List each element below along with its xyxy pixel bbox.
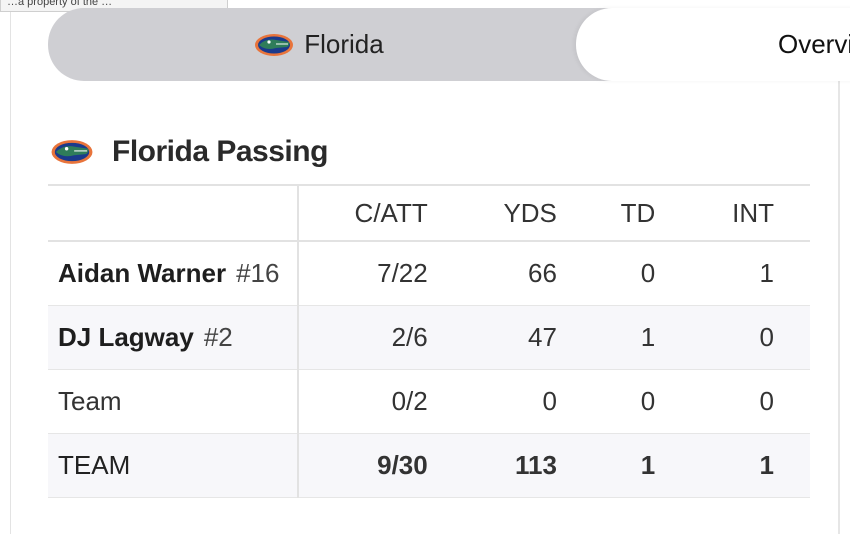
header-catt[interactable]: C/ATT	[354, 197, 428, 228]
cell-td: 0	[640, 385, 656, 416]
cell-td: 0	[640, 257, 656, 288]
cell-int: 1	[759, 257, 774, 288]
total-label: TEAM	[48, 433, 299, 497]
gator-logo-icon	[51, 140, 93, 164]
cell-int: 0	[759, 321, 774, 352]
gator-logo-icon	[255, 33, 294, 56]
table-total-row: TEAM 9/30 113 1 1	[48, 433, 810, 497]
player-number: #16	[236, 257, 280, 288]
table-row: Aidan Warner #16 7/22 66 0 1	[48, 241, 810, 305]
cell-yds: 47	[527, 321, 557, 352]
cell-catt: 0/2	[391, 385, 428, 416]
table-row: DJ Lagway #2 2/6 47 1 0	[48, 305, 810, 369]
player-number: #2	[203, 321, 233, 352]
cell-catt: 2/6	[391, 321, 428, 352]
player-cell: Aidan Warner #16	[48, 241, 299, 305]
tab-florida-label: Florida	[304, 29, 384, 59]
player-cell: Team	[48, 369, 299, 433]
tab-overview[interactable]: Overview	[576, 8, 850, 81]
total-td: 1	[640, 449, 656, 480]
cell-td: 1	[640, 321, 656, 352]
right-divider	[838, 80, 840, 534]
player-name-link[interactable]: DJ Lagway	[58, 321, 194, 352]
total-yds: 113	[514, 449, 557, 480]
tab-overview-label: Overview	[778, 29, 850, 59]
cell-int: 0	[759, 385, 774, 416]
cell-yds: 0	[542, 385, 557, 416]
section-header: Florida Passing	[50, 134, 328, 170]
header-yds[interactable]: YDS	[503, 197, 557, 228]
header-name-col	[48, 185, 299, 241]
cell-catt: 7/22	[377, 257, 428, 288]
cell-yds: 66	[527, 257, 557, 288]
tab-florida[interactable]: Florida	[48, 8, 648, 81]
table-row: Team 0/2 0 0 0	[48, 369, 810, 433]
left-divider	[10, 12, 11, 534]
team-tabs: Florida Overview	[48, 8, 850, 81]
section-title: Florida Passing	[112, 135, 328, 168]
total-catt: 9/30	[377, 449, 428, 480]
header-td[interactable]: TD	[620, 197, 656, 228]
total-int: 1	[759, 449, 774, 480]
player-name-link[interactable]: Aidan Warner	[58, 257, 227, 288]
table-header-row: C/ATT YDS TD INT	[48, 185, 810, 241]
header-int[interactable]: INT	[732, 197, 774, 228]
team-label: Team	[58, 385, 122, 416]
player-cell: DJ Lagway #2	[48, 305, 299, 369]
passing-stats-table: C/ATT YDS TD INT Aidan Warner #16 7/22 66…	[48, 184, 810, 498]
